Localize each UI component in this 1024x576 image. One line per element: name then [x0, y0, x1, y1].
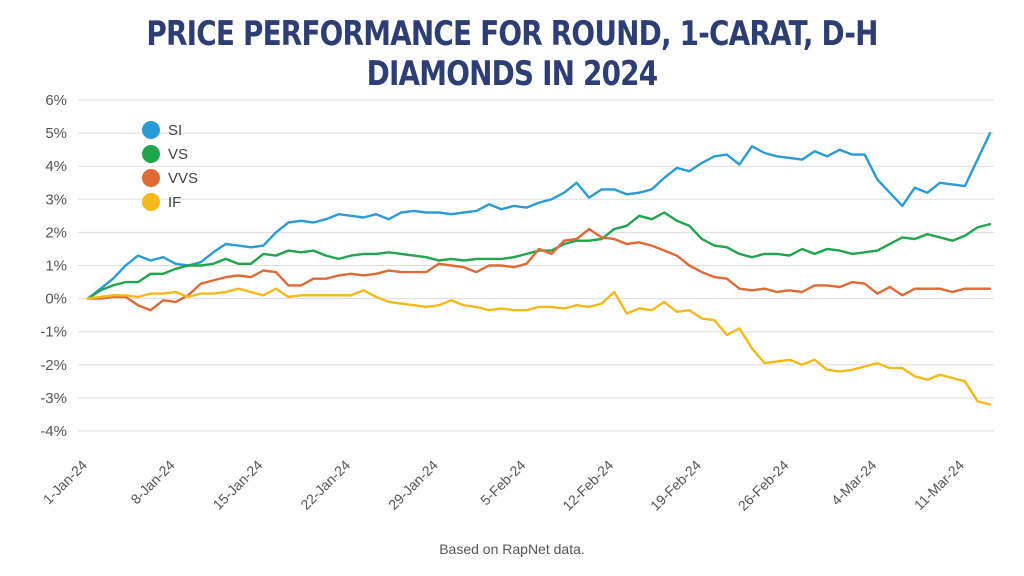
- series-lines: [86, 131, 992, 406]
- y-tick-label: 6%: [45, 92, 67, 109]
- y-tick-label: -1%: [40, 324, 67, 341]
- legend: SI VS VVS IF: [142, 121, 198, 211]
- x-tick-label: 26-Feb-24: [735, 457, 792, 514]
- series-line-si: [86, 131, 992, 300]
- y-tick-label: 1%: [45, 258, 67, 275]
- gridlines: [78, 99, 994, 432]
- y-tick-label: 5%: [45, 125, 67, 142]
- legend-label-si: SI: [168, 122, 182, 139]
- y-tick-label: -2%: [40, 357, 67, 374]
- y-axis-ticks: 6% 5% 4% 3% 2% 1% 0% -1% -2% -3% -4%: [40, 92, 67, 440]
- chart-title: PRICE PERFORMANCE FOR ROUND, 1-CARAT, D-…: [146, 14, 878, 94]
- x-tick-label: 15-Jan-24: [210, 457, 266, 513]
- y-tick-label: -4%: [40, 423, 67, 440]
- y-tick-label: 0%: [45, 291, 67, 308]
- x-tick-label: 4-Mar-24: [828, 457, 880, 509]
- series-line-vvs: [86, 227, 992, 312]
- y-tick-label: -3%: [40, 390, 67, 407]
- series-line-if: [86, 287, 992, 406]
- source-note: Based on RapNet data.: [439, 541, 585, 557]
- y-tick-label: 2%: [45, 224, 67, 241]
- legend-label-if: IF: [168, 194, 181, 211]
- legend-marker-si: [142, 121, 160, 139]
- x-tick-label: 22-Jan-24: [297, 457, 353, 513]
- x-tick-label: 5-Feb-24: [477, 457, 529, 509]
- x-tick-label: 19-Feb-24: [647, 457, 704, 514]
- series-line-vs: [86, 211, 992, 300]
- x-tick-label: 1-Jan-24: [40, 457, 91, 508]
- legend-label-vvs: VVS: [168, 170, 198, 187]
- legend-marker-if: [142, 193, 160, 211]
- x-tick-label: 12-Feb-24: [559, 457, 616, 514]
- legend-marker-vvs: [142, 169, 160, 187]
- y-tick-label: 3%: [45, 191, 67, 208]
- legend-marker-vs: [142, 145, 160, 163]
- x-tick-label: 29-Jan-24: [385, 457, 441, 513]
- legend-label-vs: VS: [168, 146, 188, 163]
- x-axis-ticks: 1-Jan-24 8-Jan-24 15-Jan-24 22-Jan-24 29-Jan…: [40, 457, 967, 514]
- y-tick-label: 4%: [45, 158, 67, 175]
- x-tick-label: 8-Jan-24: [127, 457, 178, 508]
- x-tick-label: 11-Mar-24: [911, 457, 967, 513]
